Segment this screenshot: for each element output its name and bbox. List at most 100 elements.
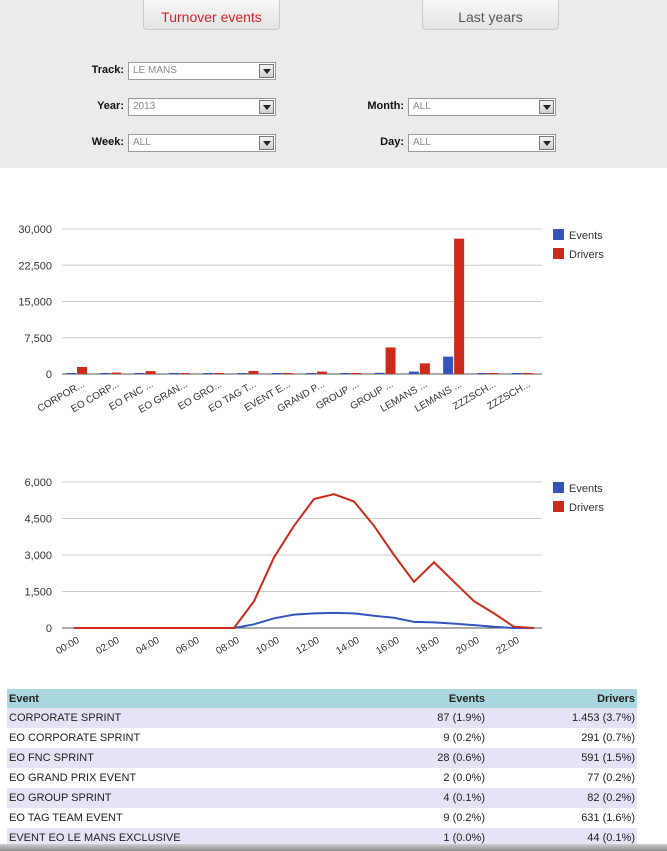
cell-event: EO TAG TEAM EVENT — [7, 808, 337, 828]
table-row[interactable]: EO GRAND PRIX EVENT 2 (0.0%) 77 (0.2%) — [7, 768, 637, 788]
year-select[interactable]: 2013 — [128, 98, 276, 116]
x-tick-label: 08:00 — [214, 635, 242, 657]
tab-turnover-events[interactable]: Turnover events — [143, 0, 280, 30]
month-label: Month: — [367, 100, 404, 112]
chevron-down-icon[interactable] — [539, 100, 554, 114]
year-label: Year: — [97, 100, 124, 112]
y-tick-label: 22,500 — [18, 260, 52, 272]
column-header-events[interactable]: Events — [337, 689, 487, 708]
x-tick-label: 02:00 — [94, 635, 122, 657]
cell-events: 28 (0.6%) — [337, 748, 487, 768]
week-label: Week: — [91, 136, 124, 148]
cell-event: EVENT EO LE MANS EXCLUSIVE — [7, 828, 337, 848]
x-tick-label: 10:00 — [254, 635, 282, 657]
y-tick-label: 0 — [46, 623, 52, 635]
legend-swatch-events — [553, 482, 564, 493]
cell-drivers: 77 (0.2%) — [487, 768, 637, 788]
tab-last-years[interactable]: Last years — [422, 0, 559, 30]
bar-events — [511, 373, 522, 374]
chevron-down-icon[interactable] — [539, 136, 554, 150]
table-row[interactable]: CORPORATE SPRINT 87 (1.9%) 1.453 (3.7%) — [7, 708, 637, 728]
y-tick-label: 3,000 — [24, 550, 52, 562]
y-tick-label: 15,000 — [18, 297, 52, 309]
table-row[interactable]: EO CORPORATE SPRINT 9 (0.2%) 291 (0.7%) — [7, 728, 637, 748]
bar-drivers — [317, 371, 327, 374]
cell-drivers: 631 (1.6%) — [487, 808, 637, 828]
legend-label-events: Events — [569, 483, 603, 495]
bar-events — [306, 373, 316, 374]
bar-drivers — [179, 373, 190, 374]
column-header-event[interactable]: Event — [7, 689, 337, 708]
filter-panel: Turnover events Last years Track: LE MAN… — [0, 0, 667, 168]
y-tick-label: 30,000 — [18, 224, 52, 236]
x-tick-label: 12:00 — [294, 635, 322, 657]
chevron-down-icon[interactable] — [259, 64, 274, 78]
legend-swatch-drivers — [553, 501, 564, 512]
bar-drivers — [145, 371, 156, 374]
month-select[interactable]: ALL — [408, 98, 556, 116]
x-tick-label: 04:00 — [134, 635, 162, 657]
y-tick-label: 7,500 — [24, 333, 52, 345]
week-select-value: ALL — [133, 137, 151, 148]
cell-event: EO GRAND PRIX EVENT — [7, 768, 337, 788]
week-select[interactable]: ALL — [128, 134, 276, 152]
events-table: Event Events Drivers CORPORATE SPRINT 87 … — [7, 689, 637, 848]
cell-drivers: 82 (0.2%) — [487, 788, 637, 808]
bar-drivers — [351, 373, 362, 374]
y-tick-label: 4,500 — [24, 514, 52, 526]
bar-drivers — [385, 347, 396, 374]
bar-drivers — [77, 366, 87, 374]
chevron-down-icon[interactable] — [259, 100, 274, 114]
bar-events — [408, 371, 419, 374]
bar-events — [203, 373, 214, 374]
track-select-value: LE MANS — [133, 65, 177, 76]
series-line-drivers — [74, 493, 535, 629]
column-header-drivers[interactable]: Drivers — [487, 689, 637, 708]
day-label: Day: — [380, 136, 404, 148]
day-select-value: ALL — [413, 137, 431, 148]
bar-drivers — [454, 238, 465, 374]
chevron-down-icon[interactable] — [259, 136, 274, 150]
table-header-row: Event Events Drivers — [7, 689, 637, 708]
bar-drivers — [522, 373, 533, 374]
bar-events — [374, 372, 385, 374]
cell-event: EO FNC SPRINT — [7, 748, 337, 768]
cell-drivers: 1.453 (3.7%) — [487, 708, 637, 728]
cell-events: 1 (0.0%) — [337, 828, 487, 848]
cell-events: 2 (0.0%) — [337, 768, 487, 788]
cell-events: 9 (0.2%) — [337, 808, 487, 828]
bar-drivers — [282, 373, 293, 374]
table-row[interactable]: EO GROUP SPRINT 4 (0.1%) 82 (0.2%) — [7, 788, 637, 808]
bar-events — [168, 373, 179, 374]
y-tick-label: 0 — [46, 369, 52, 381]
table-row[interactable]: EVENT EO LE MANS EXCLUSIVE 1 (0.0%) 44 (0.… — [7, 828, 637, 848]
day-select[interactable]: ALL — [408, 134, 556, 152]
month-select-value: ALL — [413, 101, 431, 112]
bar-events — [66, 373, 76, 374]
bar-drivers — [248, 370, 259, 374]
track-label: Track: — [91, 64, 124, 76]
bar-events — [100, 373, 111, 374]
window-bottom-edge — [0, 844, 667, 851]
x-tick-label: 18:00 — [414, 635, 442, 657]
cell-events: 4 (0.1%) — [337, 788, 487, 808]
legend-swatch-drivers — [553, 248, 564, 259]
bar-events — [477, 373, 488, 374]
cell-drivers: 591 (1.5%) — [487, 748, 637, 768]
cell-drivers: 291 (0.7%) — [487, 728, 637, 748]
cell-event: CORPORATE SPRINT — [7, 708, 337, 728]
track-select[interactable]: LE MANS — [128, 62, 276, 80]
bar-drivers — [214, 373, 225, 374]
x-tick-label: 00:00 — [54, 635, 82, 657]
y-tick-label: 1,500 — [24, 587, 52, 599]
cell-events: 9 (0.2%) — [337, 728, 487, 748]
table-row[interactable]: EO FNC SPRINT 28 (0.6%) 591 (1.5%) — [7, 748, 637, 768]
events-by-type-bar-chart: 30,00022,50015,0007,5000EventsDriversCOR… — [18, 224, 604, 416]
bar-events — [134, 373, 145, 374]
x-tick-label: 22:00 — [494, 635, 522, 657]
legend-label-events: Events — [569, 230, 603, 242]
legend-label-drivers: Drivers — [569, 249, 604, 261]
legend-swatch-events — [553, 229, 564, 240]
table-row[interactable]: EO TAG TEAM EVENT 9 (0.2%) 631 (1.6%) — [7, 808, 637, 828]
x-tick-label: 06:00 — [174, 635, 202, 657]
